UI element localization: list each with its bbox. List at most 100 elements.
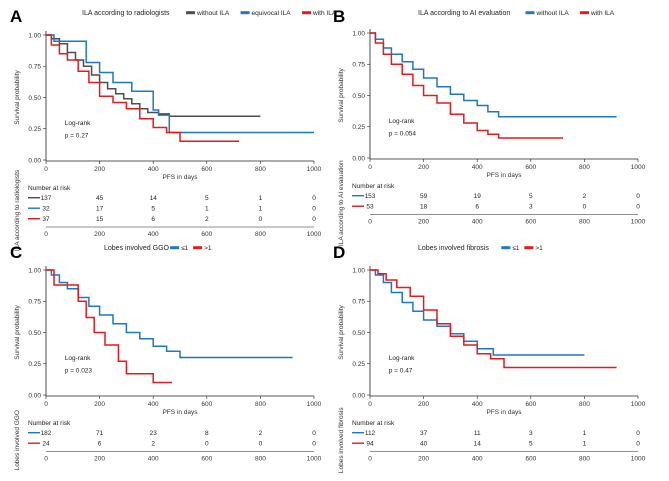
x-tick-label: 0 [44,401,48,408]
x-tick-label: 200 [418,401,429,408]
x-tick-label: 200 [94,401,105,408]
risk-count: 1 [205,206,209,213]
risk-time-label: 1000 [307,456,322,463]
km-curve--1 [370,269,585,356]
risk-table-title: Number at risk [352,183,395,190]
risk-time-label: 800 [255,456,266,463]
risk-count: 0 [583,204,587,211]
y-tick-label: 1.00 [28,267,41,274]
risk-table-ylabel: Lobes involved GGO [14,410,21,470]
km-curve-with-ila [46,34,239,143]
y-tick-label: 0.50 [28,95,41,102]
risk-time-label: 800 [579,456,590,463]
risk-count: 5 [529,193,533,200]
risk-count: 0 [259,216,263,223]
risk-table-ylabel: ILA according to AI evaluation [338,160,345,246]
logrank-label: Log-rank [389,355,415,362]
x-tick-label: 400 [148,166,159,173]
risk-time-label: 400 [148,231,159,238]
km-curve-with-ila [370,32,563,139]
risk-time-label: 600 [525,456,536,463]
chart-title: Lobes involved GGO [104,245,170,252]
y-tick-label: 0.50 [352,93,365,100]
risk-time-label: 200 [418,456,429,463]
km-curve--1 [46,269,293,359]
risk-count: 0 [259,441,263,448]
x-tick-label: 800 [255,401,266,408]
risk-time-label: 0 [44,231,48,238]
panel-letter: D [333,243,345,262]
y-axis-label: Survival probability [338,67,345,122]
risk-time-label: 1000 [631,456,646,463]
logrank-label: Log-rank [65,355,91,362]
y-tick-label: 0.00 [28,392,41,399]
x-tick-label: 200 [94,166,105,173]
x-tick-label: 1000 [307,401,322,408]
panel-b: B ILA according to AI evaluation without I… [333,7,646,246]
chart-title: Lobes involved fibrosis [418,245,489,252]
x-tick-label: 600 [525,401,536,408]
risk-count: 23 [150,430,158,437]
risk-count: 8 [205,430,209,437]
panel-a: A ILA according to radiologists without IL… [10,7,337,251]
legend-label: with ILA [312,10,337,17]
risk-count: 59 [420,193,428,200]
x-tick-label: 0 [44,166,48,173]
risk-count: 14 [150,195,158,202]
risk-time-label: 200 [94,456,105,463]
y-tick-label: 0.25 [28,361,41,368]
risk-count: 5 [529,441,533,448]
y-tick-label: 0.75 [28,64,41,71]
risk-count: 11 [474,430,481,437]
chart-title: ILA according to AI evaluation [418,10,510,17]
risk-count: 3 [529,430,533,437]
y-tick-label: 0.50 [28,330,41,337]
panel-d: D Lobes involved fibrosis ≤1 >1 0.00 0.25 0.50… [333,243,646,473]
x-tick-label: 800 [255,166,266,173]
risk-count: 0 [312,195,316,202]
logrank-label: Log-rank [389,118,415,125]
x-axis-label: PFS in days [162,409,198,416]
risk-time-label: 0 [368,219,372,226]
risk-time-label: 400 [472,456,483,463]
legend-label: ≤1 [512,245,520,252]
risk-count: 1 [583,430,587,437]
risk-count: 0 [312,206,316,213]
x-tick-label: 1000 [631,164,646,171]
risk-count: 2 [259,430,263,437]
risk-count: 37 [42,216,50,223]
risk-count: 1 [583,441,587,448]
y-tick-label: 0.00 [352,155,365,162]
risk-count: 40 [420,441,428,448]
legend-label: ≤1 [181,245,189,252]
risk-time-label: 0 [368,456,372,463]
y-tick-label: 0.75 [28,299,41,306]
risk-count: 0 [312,216,316,223]
x-tick-label: 400 [148,401,159,408]
risk-count: 53 [366,204,374,211]
risk-count: 37 [420,430,428,437]
x-tick-label: 800 [579,164,590,171]
p-value: p = 0.47 [389,368,413,375]
x-tick-label: 1000 [307,166,322,173]
chart-title: ILA according to radiologists [82,10,170,17]
legend-label: without ILA [536,10,570,17]
y-axis-label: Survival probability [14,304,21,359]
risk-time-label: 0 [44,456,48,463]
y-tick-label: 1.00 [352,30,365,37]
legend-label: equivocal ILA [252,10,292,17]
risk-count: 137 [41,195,52,202]
risk-count: 0 [636,430,640,437]
y-tick-label: 0.50 [352,330,365,337]
risk-count: 6 [151,216,155,223]
risk-count: 0 [312,430,316,437]
risk-count: 2 [151,441,155,448]
y-tick-label: 0.00 [28,157,41,164]
risk-count: 6 [475,204,479,211]
risk-count: 19 [474,193,482,200]
risk-time-label: 600 [201,456,212,463]
x-tick-label: 200 [418,164,429,171]
panel-letter: C [10,243,22,262]
risk-time-label: 800 [579,219,590,226]
